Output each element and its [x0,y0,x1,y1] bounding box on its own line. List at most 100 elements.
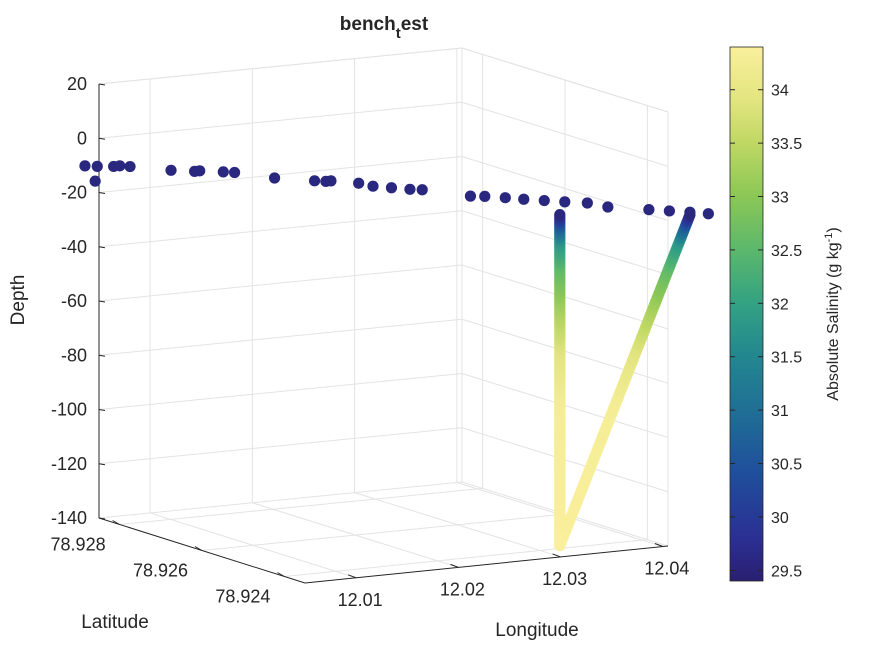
surface-point [581,197,593,209]
axes-layer [98,83,669,584]
grid-line-z-back [98,264,463,302]
surface-point [124,160,136,173]
chart-title: benchtest [340,14,429,42]
tick-layer: 20 0 -20 -40 -60 -80 -100 -120 -140 78.928 78.926 7… [51,74,690,610]
lat-tick-mark [112,520,120,525]
surface-point [308,175,321,187]
ylabel: Latitude [81,612,149,633]
z-tick-label: 20 [67,74,87,94]
z-tick-label: -40 [61,237,87,257]
surface-point [404,183,416,195]
colorbar-tick-label: 31 [771,403,789,420]
lat-tick-mark [277,572,285,577]
data-layer [79,160,714,552]
lon-tick-label: 12.04 [644,559,689,579]
z-tick-mark [98,409,106,411]
colorbar-label-text: Absolute Salinity (g kg [825,242,842,400]
z-tick-mark [98,300,106,303]
lat-tick-label: 78.926 [133,561,188,581]
surface-point [684,206,696,218]
z-tick-mark [98,354,106,357]
grid-line-z-back [98,481,463,519]
colorbar: 34 33.5 33 32.5 32 31.5 31 30.5 30 29.5 Absolute … [729,46,842,582]
colorbar-gradient [729,46,764,582]
lon-tick-mark [450,563,459,568]
colorbar-label-superscript: -1 [823,233,835,243]
grid-line-lat-floor [284,539,648,577]
lon-tick-label: 12.02 [440,579,485,599]
surface-point [538,194,550,207]
z-tick-mark [98,517,106,520]
surface-point [325,175,337,187]
grid-line-z-back [98,427,463,465]
surface-point [268,172,281,184]
title-rest: est [401,14,429,35]
colorbar-tick-label: 31.5 [771,350,802,367]
z-tick-label: -140 [51,508,87,528]
grid-line-z-back [98,156,463,193]
colorbar-label-close: ) [825,227,842,232]
surface-point [663,205,675,217]
lon-tick-label: 12.01 [338,590,383,610]
grid-line-lat-floor [119,487,483,525]
z-tick-mark [98,83,106,86]
surface-point [89,175,101,187]
z-tick-mark [98,246,106,249]
colorbar-tick-label: 30.5 [771,457,802,474]
zlabel: Depth [8,275,29,326]
grid-line-z-back [98,318,463,356]
z-tick-label: -120 [51,454,87,474]
z-tick-label: -20 [61,183,87,203]
xlabel: Longitude [495,620,578,641]
grid-line-z-back [98,373,463,410]
grid-edge [461,47,669,113]
z-tick-label: -80 [61,345,87,365]
z-tick-label: 0 [77,128,87,148]
surface-point [194,165,206,177]
profile-point [554,209,566,221]
grid-edge [98,47,463,85]
lon-tick-mark [552,553,561,558]
surface-point [643,204,655,216]
surface-point [479,190,491,202]
grid-line-lat-floor [201,513,566,551]
surface-point [702,208,714,220]
z-tick-mark [98,192,106,194]
colorbar-tick-label: 34 [771,83,789,100]
lon-tick-label: 12.03 [542,569,587,589]
surface-point [79,160,91,172]
z-tick-label: -100 [51,400,87,420]
surface-point [518,193,530,205]
colorbar-label: Absolute Salinity (g kg-1) [823,227,842,400]
surface-point [228,166,241,179]
z-tick-label: -60 [61,291,87,311]
lat-tick-mark [194,546,203,551]
colorbar-tick-label: 30 [771,510,789,527]
colorbar-ticks: 34 33.5 33 32.5 32 31.5 31 30.5 30 29.5 [730,83,802,580]
grid-line-z-back [98,101,463,139]
title-main: bench [340,14,396,35]
z-tick-mark [98,463,106,466]
colorbar-tick-label: 33 [771,190,789,207]
surface-point [353,177,365,189]
title-subscript: t [396,25,401,42]
surface-point [559,196,571,208]
grid-line-z-back [98,210,463,248]
surface-point [602,201,614,213]
surface-point [91,160,103,172]
colorbar-tick-label: 32 [771,296,789,313]
lat-tick-label: 78.924 [215,587,270,607]
surface-point [416,184,428,196]
surface-point [499,192,511,204]
surface-point [217,166,229,178]
lat-tick-label: 78.928 [51,535,106,555]
z-tick-mark [98,137,106,140]
colorbar-tick-label: 33.5 [771,136,802,153]
surface-point [367,180,379,192]
surface-point [114,160,126,172]
lon-tick-mark [347,574,357,579]
lon-axis-line [304,545,669,584]
surface-point [165,164,177,176]
